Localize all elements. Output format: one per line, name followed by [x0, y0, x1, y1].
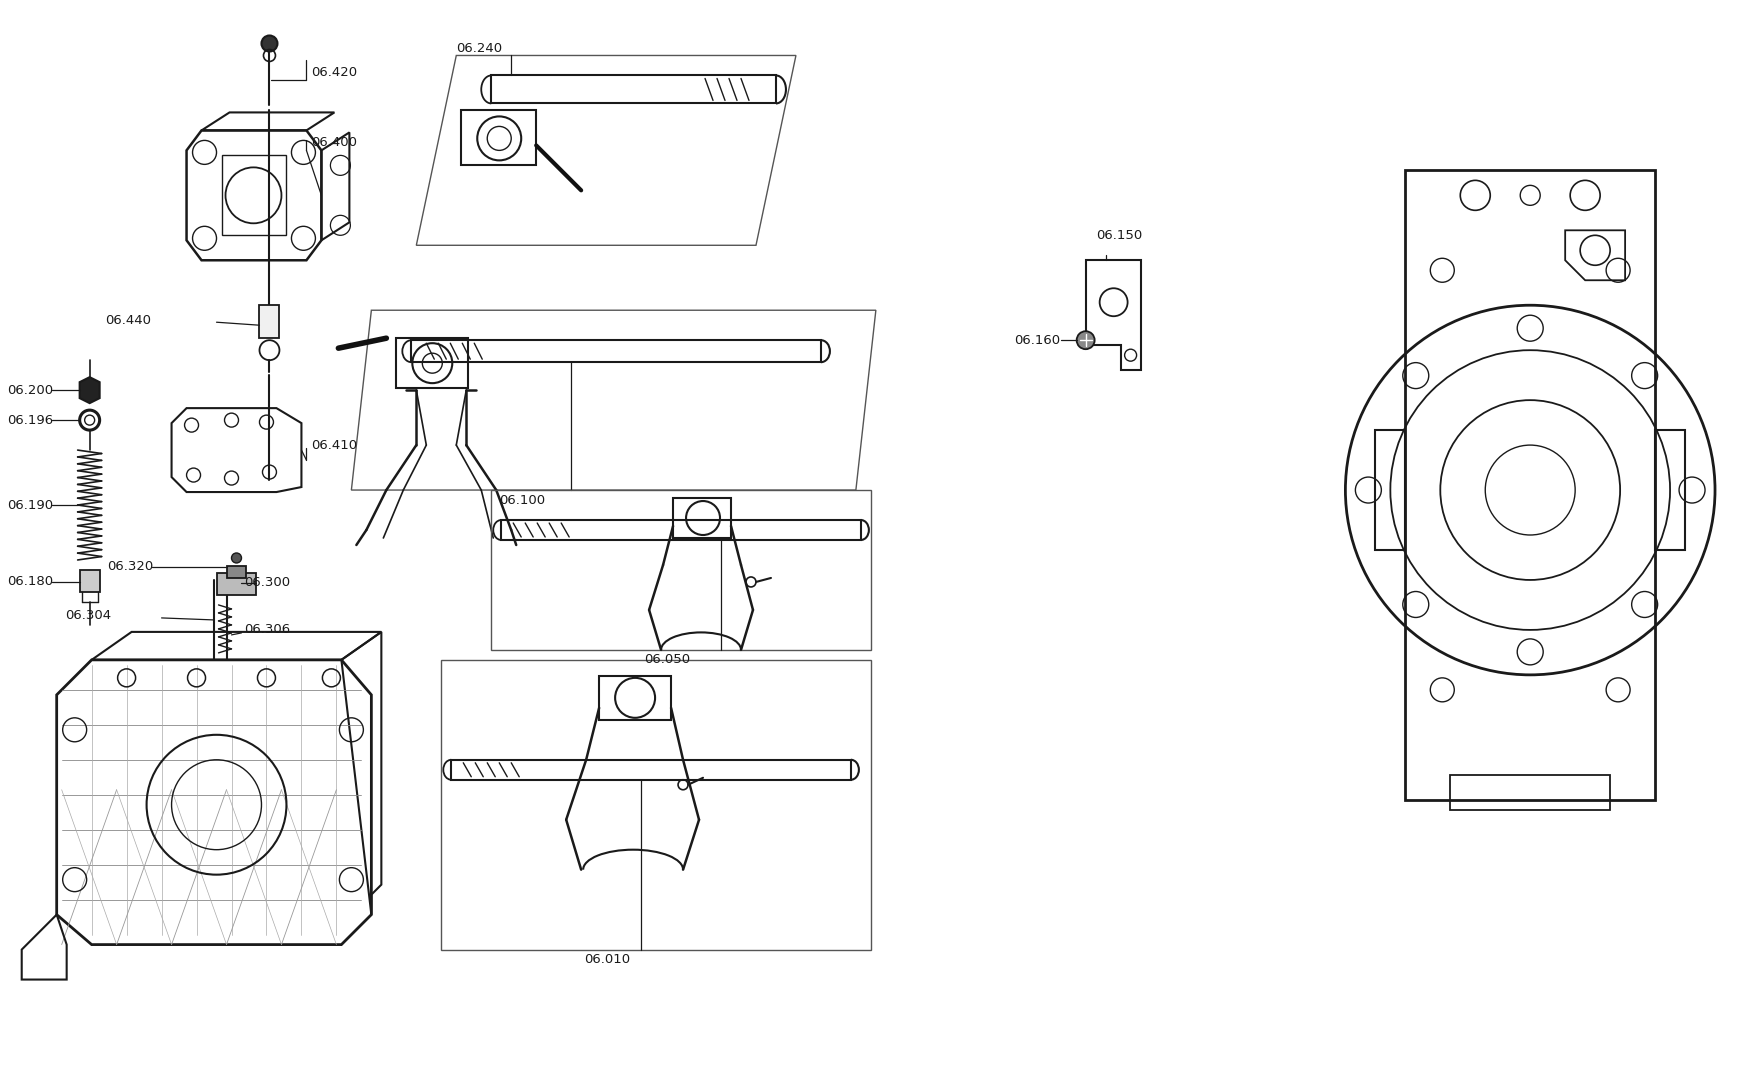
Text: 06.160: 06.160 [1014, 334, 1061, 347]
Polygon shape [80, 377, 99, 403]
Text: 06.306: 06.306 [245, 624, 290, 637]
Circle shape [231, 553, 242, 563]
Text: 06.190: 06.190 [7, 499, 54, 511]
Text: 06.300: 06.300 [245, 577, 290, 590]
Text: 06.100: 06.100 [499, 493, 544, 506]
Text: 06.304: 06.304 [66, 610, 111, 623]
Polygon shape [216, 572, 256, 595]
Circle shape [261, 35, 277, 51]
Text: 06.180: 06.180 [7, 576, 54, 589]
Polygon shape [80, 570, 99, 592]
Text: 06.200: 06.200 [7, 384, 54, 397]
Circle shape [1076, 332, 1094, 349]
Text: 06.420: 06.420 [311, 66, 356, 79]
Text: 06.050: 06.050 [643, 654, 690, 667]
Text: 06.440: 06.440 [106, 314, 151, 326]
Polygon shape [259, 305, 280, 338]
Text: 06.410: 06.410 [311, 439, 356, 452]
Text: 06.196: 06.196 [7, 414, 54, 427]
Text: 06.320: 06.320 [108, 561, 153, 574]
Text: 06.150: 06.150 [1096, 229, 1141, 242]
Text: 06.010: 06.010 [584, 953, 630, 966]
Text: 06.240: 06.240 [456, 42, 503, 55]
Text: 06.400: 06.400 [311, 136, 356, 149]
Polygon shape [226, 566, 247, 578]
